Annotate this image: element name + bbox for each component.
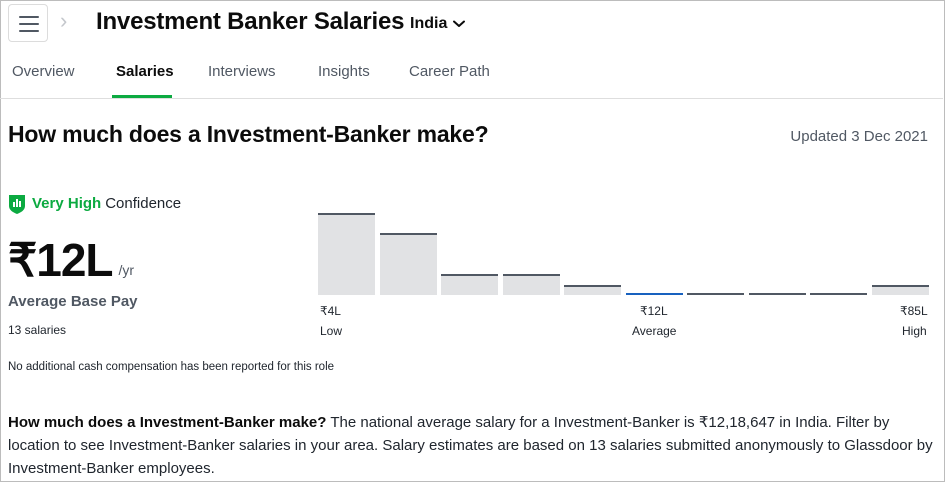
- histogram-bar: [749, 293, 806, 295]
- salary-description: How much does a Investment-Banker make? …: [8, 411, 933, 480]
- chevron-down-icon: [453, 20, 466, 27]
- pay-value: ₹12L: [8, 234, 114, 286]
- cash-compensation-note: No additional cash compensation has been…: [8, 361, 335, 373]
- menu-button[interactable]: [8, 4, 48, 42]
- tab-salaries[interactable]: Salaries: [116, 63, 174, 80]
- pay-unit: /yr: [118, 262, 135, 278]
- tick-low-label: Low: [320, 324, 343, 338]
- divider: [0, 98, 943, 99]
- chevron-right-icon: ›: [60, 8, 68, 33]
- salaries-count: 13 salaries: [8, 323, 67, 337]
- tab-career-path[interactable]: Career Path: [409, 63, 490, 80]
- histogram-bar: [318, 213, 375, 295]
- tab-overview[interactable]: Overview: [12, 63, 75, 80]
- histogram-bar-average: [626, 293, 683, 295]
- histogram-bar: [872, 285, 929, 295]
- active-tab-indicator: [112, 95, 172, 99]
- tick-low-value: ₹4L: [320, 304, 341, 318]
- tick-high-value: ₹85L: [900, 304, 928, 318]
- confidence-indicator: Very High Confidence: [8, 193, 181, 215]
- tab-bar: Overview Salaries Interviews Insights Ca…: [0, 56, 943, 99]
- confidence-level: Very High: [32, 195, 102, 212]
- tick-average-label: Average: [632, 324, 677, 338]
- histogram-bar: [810, 293, 867, 295]
- tab-interviews[interactable]: Interviews: [208, 63, 276, 80]
- menu-icon: [19, 16, 39, 18]
- description-body: The national average salary for a Invest…: [8, 414, 933, 477]
- pay-label: Average Base Pay: [8, 293, 138, 310]
- country-label: India: [410, 15, 448, 32]
- page-title: Investment Banker Salaries: [96, 8, 405, 35]
- section-heading: How much does a Investment-Banker make?: [8, 121, 489, 147]
- tab-insights[interactable]: Insights: [318, 63, 370, 80]
- tick-high-label: High: [902, 324, 927, 338]
- shield-chart-icon: [9, 195, 25, 214]
- histogram-bar: [380, 233, 437, 295]
- updated-date: Updated 3 Dec 2021: [790, 128, 928, 145]
- histogram-bar: [503, 274, 560, 295]
- confidence-label: Confidence: [105, 195, 182, 212]
- country-selector[interactable]: India: [410, 13, 466, 35]
- histogram-bar: [687, 293, 744, 295]
- histogram-bar: [441, 274, 498, 295]
- tick-average-value: ₹12L: [640, 304, 668, 318]
- salary-histogram: [318, 205, 929, 295]
- description-lead: How much does a Investment-Banker make?: [8, 414, 327, 431]
- average-pay: ₹12L /yr: [8, 232, 134, 288]
- histogram-bar: [564, 285, 621, 295]
